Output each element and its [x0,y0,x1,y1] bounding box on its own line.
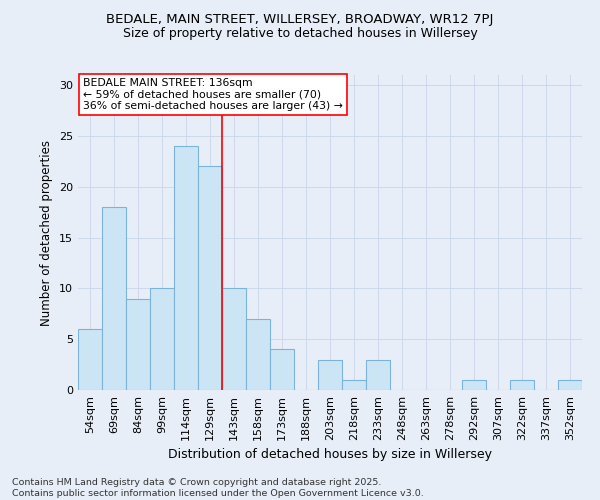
Text: Contains HM Land Registry data © Crown copyright and database right 2025.
Contai: Contains HM Land Registry data © Crown c… [12,478,424,498]
Bar [198,166,222,390]
Bar [174,146,198,390]
X-axis label: Distribution of detached houses by size in Willersey: Distribution of detached houses by size … [168,448,492,462]
Text: BEDALE MAIN STREET: 136sqm
← 59% of detached houses are smaller (70)
36% of semi: BEDALE MAIN STREET: 136sqm ← 59% of deta… [83,78,343,112]
Bar [270,350,294,390]
Bar [366,360,390,390]
Text: Size of property relative to detached houses in Willersey: Size of property relative to detached ho… [122,28,478,40]
Bar [318,360,342,390]
Text: BEDALE, MAIN STREET, WILLERSEY, BROADWAY, WR12 7PJ: BEDALE, MAIN STREET, WILLERSEY, BROADWAY… [106,12,494,26]
Bar [558,380,582,390]
Y-axis label: Number of detached properties: Number of detached properties [40,140,53,326]
Bar [342,380,366,390]
Bar [126,298,150,390]
Bar [246,319,270,390]
Bar [150,288,174,390]
Bar [462,380,486,390]
Bar [102,207,126,390]
Bar [510,380,534,390]
Bar [78,329,102,390]
Bar [222,288,246,390]
